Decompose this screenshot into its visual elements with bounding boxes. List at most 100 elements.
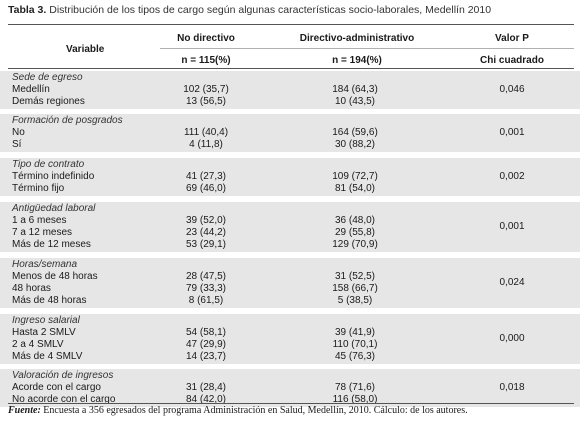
header-n-no-directivo: n = 115(%) xyxy=(181,55,231,66)
row-label: Medellín xyxy=(12,84,50,95)
group-block xyxy=(0,71,580,109)
cell-directivo: 184 (64,3) xyxy=(332,84,378,95)
cell-no-directivo: 31 (28,4) xyxy=(185,382,227,393)
header-directivo: Directivo-administrativo xyxy=(299,33,415,44)
cell-directivo: 45 (76,3) xyxy=(334,351,376,362)
cell-directivo: 164 (59,6) xyxy=(332,127,378,138)
group-block xyxy=(0,369,580,407)
header-no-directivo: No directivo xyxy=(177,33,235,44)
p-value: 0,001 xyxy=(499,221,525,232)
group-title: Valoración de ingresos xyxy=(12,370,114,381)
row-label: 1 a 6 meses xyxy=(12,215,67,226)
table-row: 1 a 6 meses 39 (52,0) 36 (48,0) xyxy=(0,215,580,227)
table-row: Sí 4 (11,8) 30 (88,2) xyxy=(0,139,580,151)
row-label: Término fijo xyxy=(12,183,65,194)
p-value: 0,000 xyxy=(499,333,525,344)
table-row: 7 a 12 meses 23 (44,2) 29 (55,8) xyxy=(0,227,580,239)
footer-text: Encuesta a 356 egresados del programa Ad… xyxy=(43,405,468,416)
cell-directivo: 109 (72,7) xyxy=(332,171,378,182)
row-label: Término indefinido xyxy=(12,171,95,182)
header-sub-rule xyxy=(160,48,574,49)
table-row: No acorde con el cargo 84 (42,0) 116 (58,0… xyxy=(0,394,580,406)
p-value: 0,024 xyxy=(499,277,525,288)
table-row: Término fijo 69 (46,0) 81 (54,0) xyxy=(0,183,580,195)
row-label: Sí xyxy=(12,139,22,150)
row-label: 7 a 12 meses xyxy=(12,227,73,238)
group-title: Tipo de contrato xyxy=(12,159,85,170)
top-rule xyxy=(8,24,574,25)
cell-no-directivo: 79 (33,3) xyxy=(185,283,227,294)
cell-no-directivo: 41 (27,3) xyxy=(185,171,227,182)
row-label: Más de 12 meses xyxy=(12,239,91,250)
p-value: 0,018 xyxy=(499,382,525,393)
cell-directivo: 31 (52,5) xyxy=(334,271,376,282)
row-label: 48 horas xyxy=(12,283,51,294)
group-block xyxy=(0,314,580,364)
row-label: 2 a 4 SMLV xyxy=(12,339,64,350)
table-row: Menos de 48 horas 28 (47,5) 31 (52,5) xyxy=(0,271,580,283)
p-value: 0,002 xyxy=(499,171,525,182)
cell-directivo: 116 (58,0) xyxy=(332,394,378,405)
group-title: Horas/semana xyxy=(12,259,78,270)
group-block xyxy=(0,202,580,252)
group-title: Formación de posgrados xyxy=(12,115,123,126)
row-label: Hasta 2 SMLV xyxy=(12,327,76,338)
cell-directivo: 29 (55,8) xyxy=(334,227,376,238)
table-row: Término indefinido 41 (27,3) 109 (72,7) xyxy=(0,171,580,183)
group-header-row: Ingreso salarial xyxy=(0,315,580,327)
group-title: Sede de egreso xyxy=(12,72,83,83)
cell-no-directivo: 53 (29,1) xyxy=(185,239,227,250)
table-row: Más de 12 meses 53 (29,1) 129 (70,9) xyxy=(0,239,580,251)
group-header-row: Tipo de contrato xyxy=(0,159,580,171)
cell-no-directivo: 111 (40,4) xyxy=(183,127,229,138)
table-row: Más de 4 SMLV 14 (23,7) 45 (76,3) xyxy=(0,351,580,363)
p-value: 0,001 xyxy=(499,127,525,138)
cell-no-directivo: 69 (46,0) xyxy=(185,183,227,194)
cell-directivo: 10 (43,5) xyxy=(334,96,376,107)
cell-directivo: 110 (70,1) xyxy=(332,339,378,350)
table-row: Demás regiones 13 (56,5) 10 (43,5) xyxy=(0,96,580,108)
row-label: Más de 4 SMLV xyxy=(12,351,83,362)
group-header-row: Sede de egreso xyxy=(0,72,580,84)
table-row: No 111 (40,4) 164 (59,6) xyxy=(0,127,580,139)
cell-directivo: 129 (70,9) xyxy=(332,239,378,250)
cell-directivo: 30 (88,2) xyxy=(334,139,376,150)
cell-no-directivo: 28 (47,5) xyxy=(185,271,227,282)
group-title: Antigüedad laboral xyxy=(12,203,96,214)
bottom-rule xyxy=(8,403,574,404)
cell-no-directivo: 14 (23,7) xyxy=(185,351,227,362)
cell-directivo: 5 (38,5) xyxy=(337,295,373,306)
p-value: 0,046 xyxy=(499,84,525,95)
table-row: Hasta 2 SMLV 54 (58,1) 39 (41,9) xyxy=(0,327,580,339)
header-n-directivo: n = 194(%) xyxy=(332,55,382,66)
group-header-row: Horas/semana xyxy=(0,259,580,271)
table-row: 48 horas 79 (33,3) 158 (66,7) xyxy=(0,283,580,295)
group-header-row: Antigüedad laboral xyxy=(0,203,580,215)
group-header-row: Formación de posgrados xyxy=(0,115,580,127)
table-row: Medellín 102 (35,7) 184 (64,3) xyxy=(0,84,580,96)
group-block xyxy=(0,258,580,308)
table-row: Acorde con el cargo 31 (28,4) 78 (71,6) xyxy=(0,382,580,394)
caption-text: Distribución de los tipos de cargo según… xyxy=(49,4,492,16)
row-label: Acorde con el cargo xyxy=(12,382,101,393)
cell-no-directivo: 47 (29,9) xyxy=(185,339,227,350)
caption-label: Tabla 3. xyxy=(8,4,47,16)
header-variable: Variable xyxy=(66,44,105,55)
cell-no-directivo: 8 (61,5) xyxy=(188,295,224,306)
row-label: No acorde con el cargo xyxy=(12,394,116,405)
header-bottom-rule xyxy=(8,68,574,69)
cell-no-directivo: 84 (42,0) xyxy=(185,394,227,405)
group-block xyxy=(0,114,580,152)
cell-no-directivo: 102 (35,7) xyxy=(183,84,229,95)
group-block xyxy=(0,158,580,196)
row-label: Demás regiones xyxy=(12,96,85,107)
cell-directivo: 39 (41,9) xyxy=(334,327,376,338)
table-caption: Tabla 3. Distribución de los tipos de ca… xyxy=(8,4,491,16)
cell-no-directivo: 39 (52,0) xyxy=(185,215,227,226)
header-valor-p: Valor P xyxy=(495,33,529,44)
table-footer: Fuente: Encuesta a 356 egresados del pro… xyxy=(8,405,468,416)
group-title: Ingreso salarial xyxy=(12,315,80,326)
header-chi: Chi cuadrado xyxy=(480,55,544,66)
cell-directivo: 81 (54,0) xyxy=(334,183,376,194)
row-label: Más de 48 horas xyxy=(12,295,87,306)
